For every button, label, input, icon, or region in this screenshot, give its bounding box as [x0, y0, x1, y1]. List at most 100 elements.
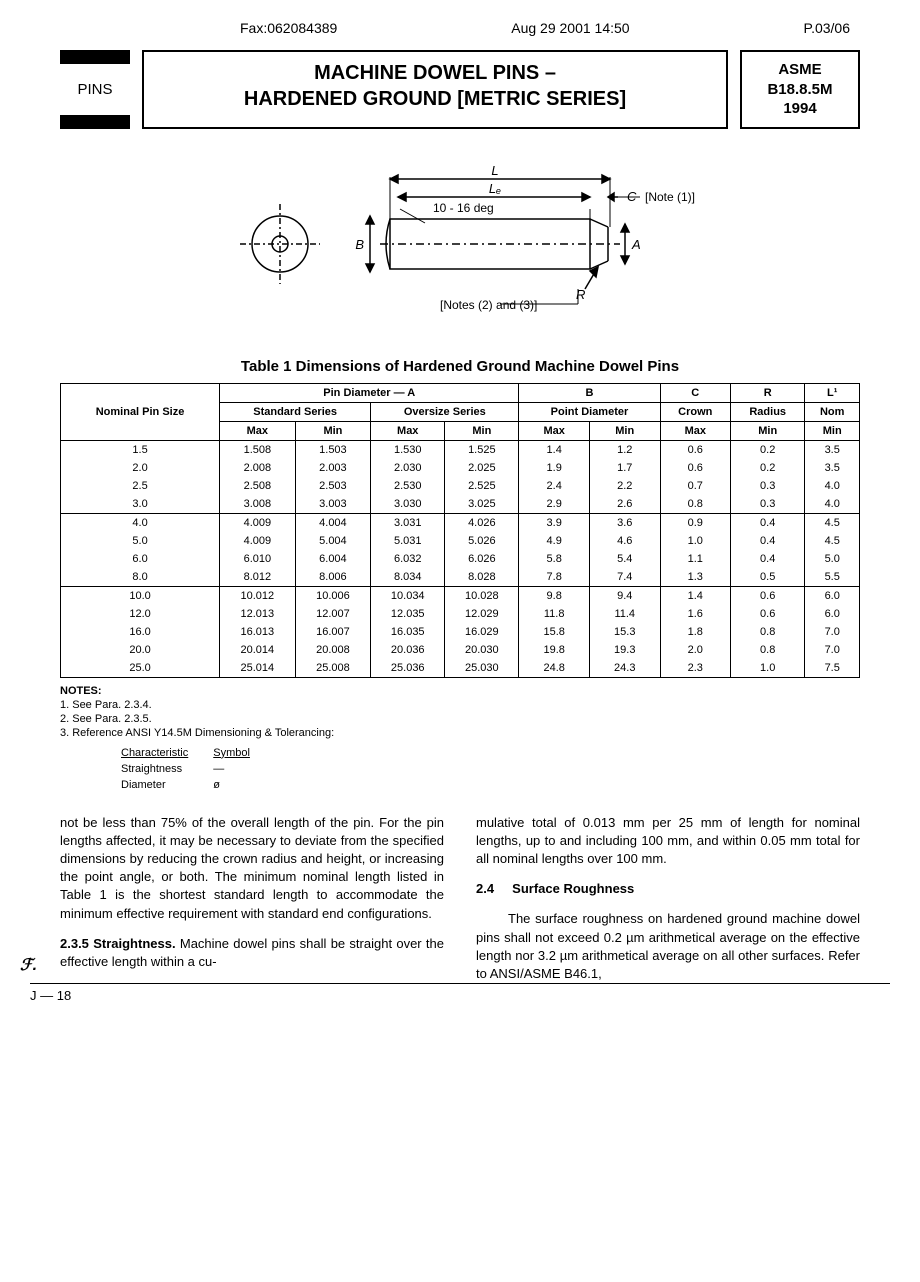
diagram-note23: [Notes (2) and (3)]	[440, 298, 537, 312]
table-cell: 7.0	[805, 623, 860, 641]
table-cell: 2.9	[519, 495, 590, 514]
table-cell: 2.530	[371, 477, 445, 495]
standard-num: B18.8.5M	[746, 80, 854, 100]
table-cell: 4.5	[805, 513, 860, 532]
table-cell: 25.030	[445, 659, 519, 678]
body-left-p1: not be less than 75% of the overall leng…	[60, 814, 444, 923]
table-cell: 5.4	[589, 550, 660, 568]
table-cell: 3.025	[445, 495, 519, 514]
table-cell: 3.008	[220, 495, 296, 514]
table-cell: 0.6	[730, 605, 804, 623]
table-cell: 5.5	[805, 568, 860, 587]
table-cell: 20.030	[445, 641, 519, 659]
table-cell: 1.9	[519, 459, 590, 477]
title-line1: MACHINE DOWEL PINS –	[148, 60, 722, 86]
table-cell: 8.006	[295, 568, 371, 587]
table-cell: 25.036	[371, 659, 445, 678]
table-cell: 2.503	[295, 477, 371, 495]
table-cell: 2.6	[589, 495, 660, 514]
char-straightness-sym: —	[212, 761, 274, 777]
table-cell: 0.4	[730, 550, 804, 568]
table-cell: 0.8	[730, 623, 804, 641]
table-row: 1.51.5081.5031.5301.5251.41.20.60.23.5	[61, 440, 860, 459]
diagram-label-A: A	[631, 237, 641, 252]
th-radius: Radius	[730, 402, 804, 421]
table-cell: 0.4	[730, 513, 804, 532]
table-cell: 8.012	[220, 568, 296, 587]
table-cell: 10.0	[61, 586, 220, 605]
diagram-label-C: C	[627, 189, 637, 204]
th-R: R	[730, 383, 804, 402]
th-pin-diam: Pin Diameter — A	[220, 383, 519, 402]
table-cell: 3.003	[295, 495, 371, 514]
standard-year: 1994	[746, 99, 854, 119]
table-cell: 1.7	[589, 459, 660, 477]
char-straightness: Straightness	[120, 761, 212, 777]
table-cell: 1.1	[660, 550, 730, 568]
table-cell: 0.6	[660, 459, 730, 477]
table-cell: 16.035	[371, 623, 445, 641]
table-cell: 10.034	[371, 586, 445, 605]
note-1: 1. See Para. 2.3.4.	[60, 698, 860, 712]
table-cell: 2.5	[61, 477, 220, 495]
table-cell: 2.008	[220, 459, 296, 477]
table-row: 8.08.0128.0068.0348.0287.87.41.30.55.5	[61, 568, 860, 587]
table-cell: 24.8	[519, 659, 590, 678]
table-row: 5.04.0095.0045.0315.0264.94.61.00.44.5	[61, 532, 860, 550]
table-cell: 1.4	[660, 586, 730, 605]
th-ovz-min: Min	[445, 421, 519, 440]
dimensions-table: Nominal Pin Size Pin Diameter — A B C R …	[60, 383, 860, 678]
table-row: 16.016.01316.00716.03516.02915.815.31.80…	[61, 623, 860, 641]
th-r-min: Min	[730, 421, 804, 440]
note-2: 2. See Para. 2.3.5.	[60, 712, 860, 726]
table-cell: 5.026	[445, 532, 519, 550]
characteristic-table: Characteristic Symbol Straightness — Dia…	[120, 745, 274, 794]
sec-235-num: 2.3.5	[60, 936, 89, 951]
table-cell: 11.4	[589, 605, 660, 623]
table-cell: 10.012	[220, 586, 296, 605]
table-cell: 0.6	[730, 586, 804, 605]
table-cell: 0.6	[660, 440, 730, 459]
fax-header: Fax:062084389 Aug 29 2001 14:50 P.03/06	[60, 20, 860, 50]
pins-box: PINS	[60, 50, 130, 129]
title-row: PINS MACHINE DOWEL PINS – HARDENED GROUN…	[60, 50, 860, 129]
th-ovz-max: Max	[371, 421, 445, 440]
table-cell: 2.525	[445, 477, 519, 495]
fax-page: P.03/06	[804, 20, 850, 36]
th-c-max: Max	[660, 421, 730, 440]
th-std-min: Min	[295, 421, 371, 440]
table-cell: 3.5	[805, 459, 860, 477]
table-cell: 16.007	[295, 623, 371, 641]
title-main: MACHINE DOWEL PINS – HARDENED GROUND [ME…	[142, 50, 728, 129]
table-cell: 4.009	[220, 513, 296, 532]
diagram-angle: 10 - 16 deg	[433, 201, 494, 215]
table-cell: 7.0	[805, 641, 860, 659]
table-cell: 0.3	[730, 477, 804, 495]
table-cell: 10.028	[445, 586, 519, 605]
table-cell: 12.035	[371, 605, 445, 623]
table-cell: 6.032	[371, 550, 445, 568]
note-3: 3. Reference ANSI Y14.5M Dimensioning & …	[60, 726, 860, 740]
diagram-note1: [Note (1)]	[645, 190, 695, 204]
th-B: B	[519, 383, 660, 402]
table-cell: 16.029	[445, 623, 519, 641]
table-cell: 1.4	[519, 440, 590, 459]
th-L1: L¹	[805, 383, 860, 402]
table-cell: 1.525	[445, 440, 519, 459]
table-cell: 5.0	[61, 532, 220, 550]
diagram-label-L: L	[491, 163, 498, 178]
table-cell: 0.7	[660, 477, 730, 495]
table-cell: 20.008	[295, 641, 371, 659]
table-row: 2.02.0082.0032.0302.0251.91.70.60.23.5	[61, 459, 860, 477]
table-cell: 0.2	[730, 459, 804, 477]
sec-24-header: 2.4 Surface Roughness	[476, 880, 860, 898]
pins-top-bar	[60, 50, 130, 64]
table-cell: 2.2	[589, 477, 660, 495]
table-cell: 19.3	[589, 641, 660, 659]
table-cell: 0.3	[730, 495, 804, 514]
table-cell: 0.5	[730, 568, 804, 587]
table-row: 6.06.0106.0046.0326.0265.85.41.10.45.0	[61, 550, 860, 568]
table-cell: 11.8	[519, 605, 590, 623]
table-cell: 12.013	[220, 605, 296, 623]
table-cell: 4.026	[445, 513, 519, 532]
